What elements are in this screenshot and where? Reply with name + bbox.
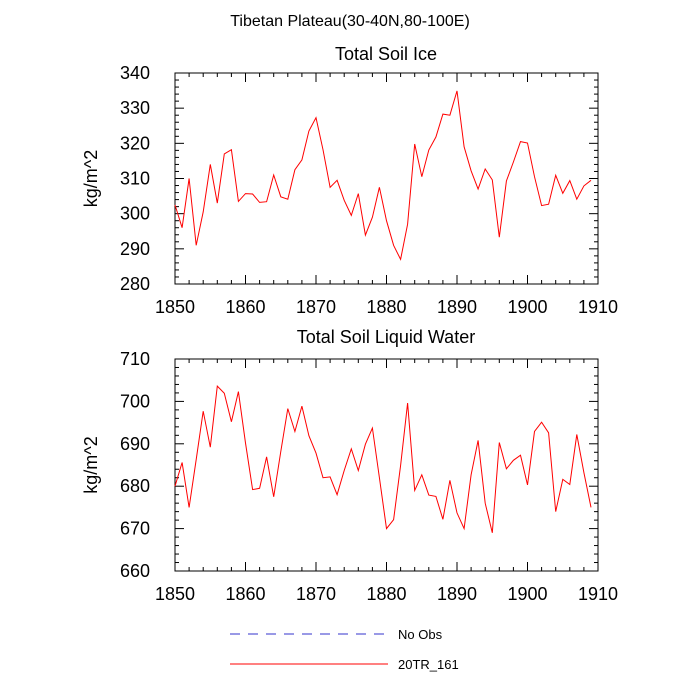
y-tick-label: 660 [120,561,150,581]
panel-total-soil-ice: Total Soil Ice kg/m^2 1850 1860 1870 1880 18… [81,44,618,317]
y-tick-label: 340 [120,63,150,83]
legend: No Obs 20TR_161 [230,627,459,672]
series-line [174,90,592,261]
legend-label-no-obs: No Obs [398,627,443,642]
y-tick-label: 290 [120,239,150,259]
panel-title: Total Soil Liquid Water [297,327,475,347]
plot-frame [174,358,599,572]
x-tick-label: 1850 [155,297,195,317]
legend-label-20tr-161: 20TR_161 [398,657,459,672]
y-tick-label: 280 [120,274,150,294]
series-line [174,384,592,533]
y-tick-label: 310 [120,169,150,189]
y-axis-label: kg/m^2 [81,436,101,493]
x-tick-label: 1870 [296,584,336,604]
x-tick-label: 1910 [578,297,618,317]
figure-title: Tibetan Plateau(30-40N,80-100E) [230,13,470,30]
x-tick-label: 1890 [437,297,477,317]
y-axis-label: kg/m^2 [81,150,101,207]
y-tick-label: 680 [120,476,150,496]
x-tick-label: 1900 [507,584,547,604]
panel-total-soil-liquid-water: Total Soil Liquid Water kg/m^2 1850 1860 1… [81,327,618,604]
y-tick-label: 710 [120,349,150,369]
x-tick-label: 1880 [366,584,406,604]
x-tick-label: 1910 [578,584,618,604]
x-tick-label: 1860 [225,297,265,317]
x-tick-label: 1880 [366,297,406,317]
y-tick-label: 700 [120,391,150,411]
panel-title: Total Soil Ice [335,44,437,64]
y-tick-label: 300 [120,204,150,224]
x-tick-label: 1860 [225,584,265,604]
y-tick-label: 670 [120,519,150,539]
y-tick-label: 320 [120,133,150,153]
y-tick-label: 330 [120,98,150,118]
x-tick-label: 1900 [507,297,547,317]
y-tick-label: 690 [120,434,150,454]
x-tick-label: 1870 [296,297,336,317]
x-tick-label: 1890 [437,584,477,604]
x-tick-label: 1850 [155,584,195,604]
